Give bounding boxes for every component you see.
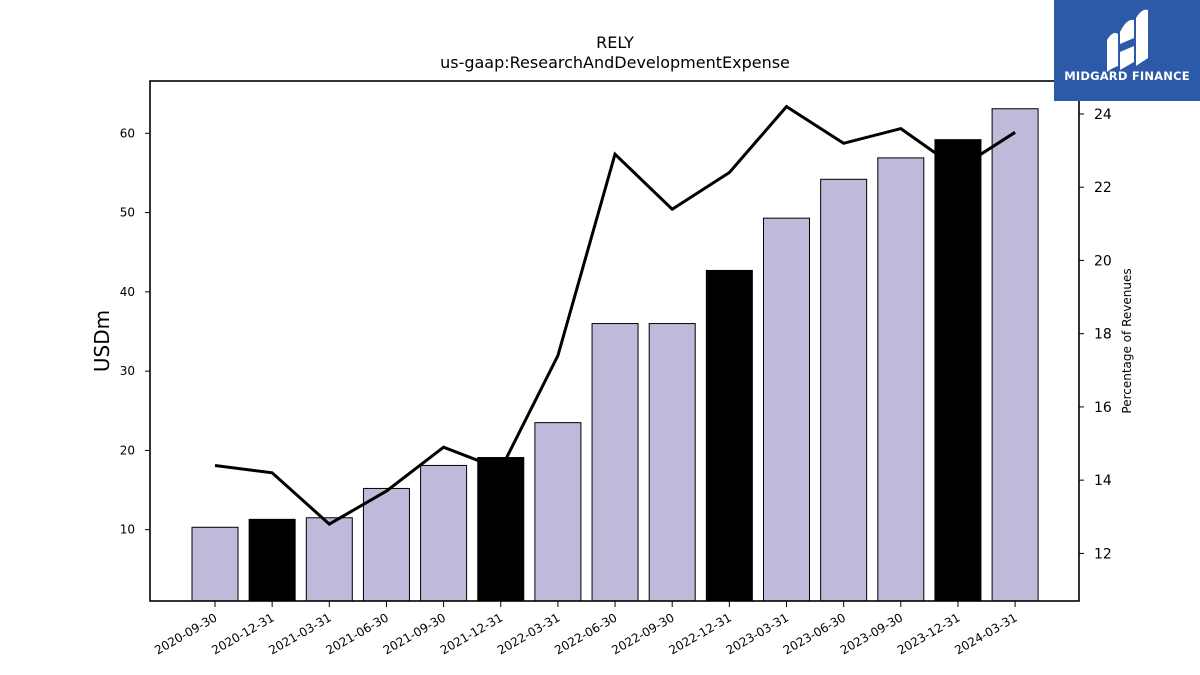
y2-tick-label: 24: [1094, 107, 1112, 123]
x-tick-label: 2023-12-31: [895, 610, 962, 657]
pct-revenue-line: [214, 104, 1016, 526]
x-tick-label: 2021-03-31: [266, 610, 333, 657]
bar-2020-12-31: [248, 518, 296, 602]
y-axis-right: 12 14 16 18 20 22 24: [1079, 107, 1112, 562]
chart-subtitle: us-gaap:ResearchAndDevelopmentExpense: [440, 53, 790, 72]
y2-tick-label: 22: [1094, 180, 1112, 196]
x-tick-label: 2023-03-31: [724, 610, 791, 657]
bars-layer: [191, 108, 1039, 602]
bar-2021-12-31: [477, 457, 525, 602]
y-tick-label: 60: [120, 126, 135, 140]
x-tick-label: 2021-06-30: [324, 610, 391, 657]
bar-2022-03-31: [534, 422, 582, 602]
x-tick-label: 2022-12-31: [666, 610, 733, 657]
bar-2023-09-30: [877, 157, 925, 602]
x-tick-label: 2022-03-31: [495, 610, 562, 657]
x-tick-label: 2021-09-30: [381, 610, 448, 657]
bar-2022-06-30: [591, 323, 639, 602]
chart-title: RELY: [596, 33, 634, 52]
x-axis: 2020-09-302020-12-312021-03-312021-06-30…: [152, 601, 1020, 657]
bar-2021-09-30: [420, 464, 468, 602]
bar-2021-06-30: [362, 487, 410, 602]
logo-mark-icon: [1107, 9, 1148, 72]
x-tick-label: 2020-12-31: [209, 610, 276, 657]
bar-2023-06-30: [820, 178, 868, 602]
x-tick-label: 2023-09-30: [838, 610, 905, 657]
midgard-finance-logo: MIDGARD FINANCE: [1054, 0, 1200, 101]
y-tick-label: 50: [120, 206, 135, 220]
y-tick-label: 40: [120, 285, 135, 299]
y-tick-label: 30: [120, 364, 135, 378]
bar-2023-12-31: [934, 139, 982, 602]
bar-2020-09-30: [191, 526, 239, 602]
y2-tick-label: 20: [1094, 253, 1112, 269]
x-tick-label: 2024-03-31: [952, 610, 1019, 657]
x-tick-label: 2020-09-30: [152, 610, 219, 657]
x-tick-label: 2021-12-31: [438, 610, 505, 657]
y-axis-label: USDm: [90, 310, 114, 372]
x-tick-label: 2022-09-30: [609, 610, 676, 657]
line-layer: [214, 104, 1016, 526]
y2-tick-label: 14: [1094, 473, 1112, 489]
y2-axis-label: Percentage of Revenues: [1120, 268, 1134, 413]
y-tick-label: 20: [120, 443, 135, 457]
bar-2022-12-31: [705, 269, 753, 602]
x-tick-label: 2022-06-30: [552, 610, 619, 657]
bar-2023-03-31: [763, 217, 810, 602]
bar-2021-03-31: [305, 517, 353, 602]
y2-tick-label: 16: [1094, 400, 1112, 416]
y2-tick-label: 18: [1094, 327, 1112, 343]
y-tick-label: 10: [120, 523, 135, 537]
bar-2024-03-31: [991, 108, 1039, 602]
y2-tick-label: 12: [1094, 546, 1112, 562]
plot-frame: [149, 80, 1080, 602]
bar-2022-09-30: [648, 323, 696, 602]
x-tick-label: 2023-06-30: [781, 610, 848, 657]
logo-text: MIDGARD FINANCE: [1064, 69, 1190, 83]
y-axis-left: 10 20 30 40 50 60: [120, 126, 150, 537]
